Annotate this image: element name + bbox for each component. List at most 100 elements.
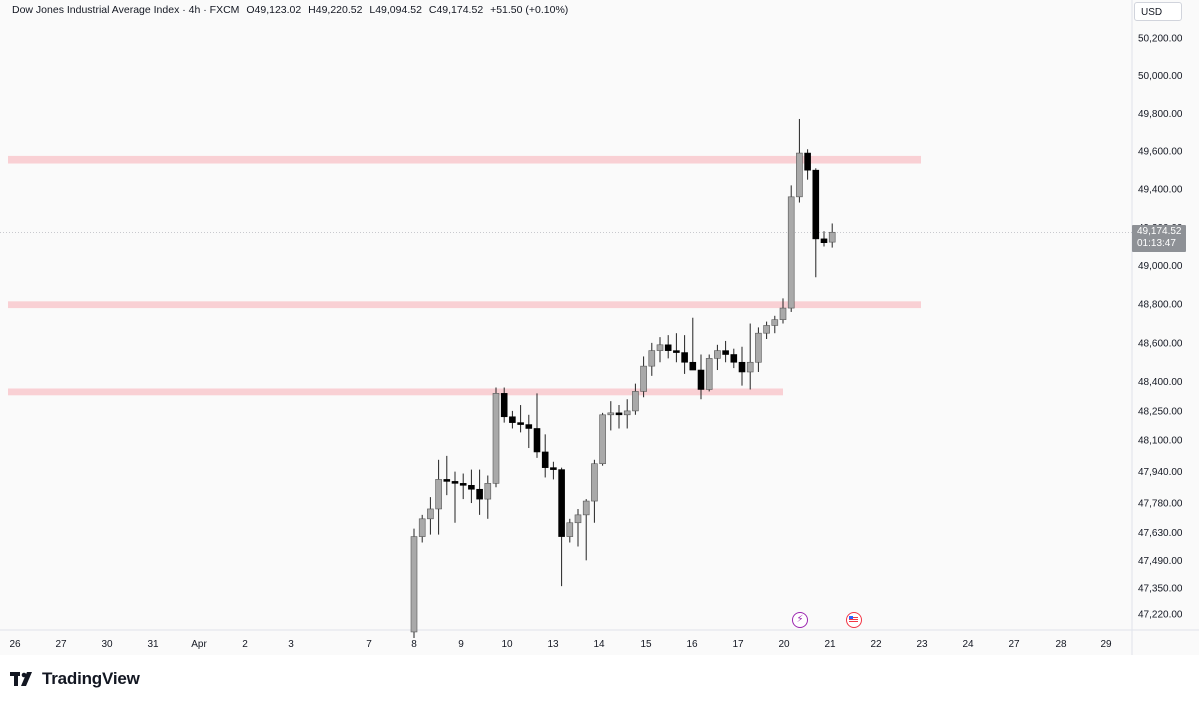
candle xyxy=(476,469,483,515)
us-flag-icon[interactable] xyxy=(846,612,862,628)
candle-body xyxy=(755,332,762,363)
candle xyxy=(755,327,762,372)
candle-body xyxy=(500,393,508,418)
resistance-zone xyxy=(8,155,921,164)
candle-body xyxy=(820,238,828,244)
candle xyxy=(550,461,557,480)
candle xyxy=(443,455,451,496)
brand-name: TradingView xyxy=(42,669,140,688)
candle xyxy=(689,317,697,371)
x-tick-label: 29 xyxy=(1100,639,1112,650)
candle xyxy=(664,335,672,359)
candle-body xyxy=(730,354,738,363)
resistance-zone xyxy=(8,388,783,396)
candle xyxy=(632,383,639,415)
candle xyxy=(820,231,828,247)
x-tick-label: Apr xyxy=(191,639,207,650)
candle-body xyxy=(697,369,705,390)
x-tick-label: 20 xyxy=(778,639,790,650)
y-tick-label: 49,400.00 xyxy=(1138,185,1183,196)
resistance-zone xyxy=(8,301,921,309)
candle-body xyxy=(468,485,475,490)
x-tick-label: 7 xyxy=(366,639,372,650)
candle-body xyxy=(681,352,688,363)
candle-body xyxy=(722,350,729,355)
candle xyxy=(771,315,779,334)
x-tick-label: 27 xyxy=(1008,639,1020,650)
candle xyxy=(451,471,459,523)
y-tick-label: 47,940.00 xyxy=(1138,467,1183,478)
candle xyxy=(459,473,467,500)
x-tick-label: 10 xyxy=(501,639,513,650)
candle xyxy=(812,168,820,278)
y-tick-label: 49,800.00 xyxy=(1138,109,1183,120)
x-tick-label: 21 xyxy=(824,639,836,650)
candle-body xyxy=(451,481,459,484)
y-tick-label: 48,800.00 xyxy=(1138,300,1183,311)
candle xyxy=(574,508,582,547)
candle xyxy=(533,393,541,458)
candle xyxy=(468,469,475,504)
candle xyxy=(607,401,615,431)
candle-body xyxy=(787,196,795,309)
currency-button[interactable]: USD xyxy=(1134,2,1182,21)
candle xyxy=(828,223,836,248)
candle xyxy=(779,298,787,324)
candle xyxy=(525,414,533,449)
candle-body xyxy=(476,488,483,500)
candle-body xyxy=(812,169,820,240)
candle xyxy=(738,346,746,386)
candle xyxy=(705,354,713,392)
y-tick-label: 48,400.00 xyxy=(1138,377,1183,388)
candle-body xyxy=(410,536,418,633)
ohlc-open: O49,123.02 xyxy=(246,4,302,16)
x-tick-label: 2 xyxy=(242,639,248,650)
current-price-tag: 49,174.52 01:13:47 xyxy=(1132,225,1186,252)
x-tick-label: 16 xyxy=(686,639,698,650)
candle-body xyxy=(443,479,451,482)
candle xyxy=(582,499,590,561)
candle xyxy=(484,475,492,519)
candle xyxy=(796,118,803,203)
y-tick-label: 48,250.00 xyxy=(1138,406,1183,417)
candle-body xyxy=(640,365,647,392)
candle xyxy=(656,337,664,363)
candle xyxy=(410,528,418,638)
candle xyxy=(673,333,680,363)
candle xyxy=(591,459,598,523)
y-tick-label: 50,000.00 xyxy=(1138,71,1183,82)
x-tick-label: 28 xyxy=(1055,639,1067,650)
x-tick-label: 31 xyxy=(147,639,159,650)
symbol-title[interactable]: Dow Jones Industrial Average Index · 4h … xyxy=(12,4,240,16)
candle-body xyxy=(533,428,541,453)
chart-frame[interactable] xyxy=(0,0,1199,655)
x-tick-label: 17 xyxy=(732,639,744,650)
candle-body xyxy=(779,307,787,320)
candle-body xyxy=(492,393,500,484)
candle-body xyxy=(623,410,631,416)
candle xyxy=(640,356,647,398)
ohlc-high: H49,220.52 xyxy=(308,4,363,16)
candle xyxy=(500,387,508,423)
bar-countdown: 01:13:47 xyxy=(1137,238,1176,249)
candle xyxy=(418,514,426,543)
candle-body xyxy=(763,325,770,334)
candle xyxy=(566,518,574,543)
candle xyxy=(509,410,516,429)
candle-body xyxy=(705,358,713,390)
candle-body xyxy=(435,479,442,510)
candle-body xyxy=(804,152,811,171)
candle-body xyxy=(632,391,639,412)
candle-body xyxy=(484,483,492,500)
candle-body xyxy=(714,350,721,359)
candle-body xyxy=(427,508,434,520)
y-tick-label: 47,350.00 xyxy=(1138,584,1183,595)
candle-body xyxy=(582,500,590,516)
candle-body xyxy=(828,231,836,243)
lightning-icon[interactable]: ⚡ xyxy=(792,612,808,628)
candle-body xyxy=(689,361,697,371)
candle xyxy=(681,335,688,374)
candle-body xyxy=(746,361,754,373)
x-tick-label: 9 xyxy=(458,639,464,650)
